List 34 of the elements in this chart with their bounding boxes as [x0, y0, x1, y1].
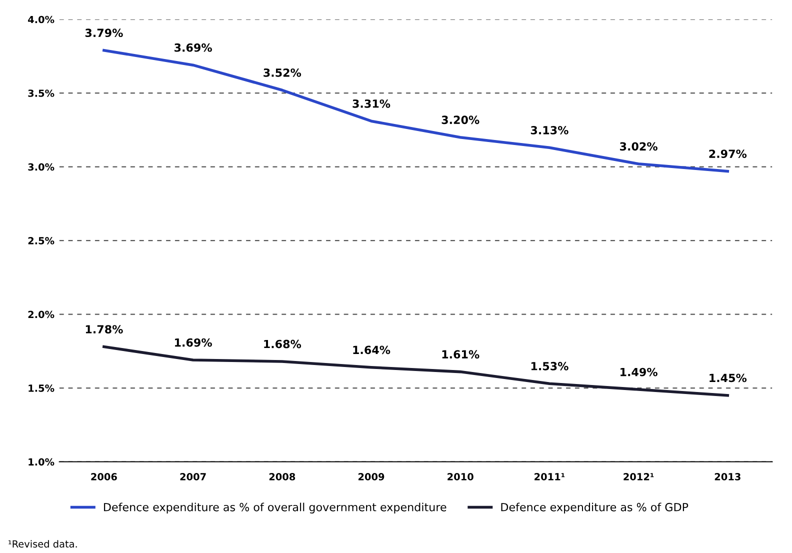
y-tick-label: 3.0%	[28, 163, 54, 171]
y-tick-label: 1.5%	[28, 384, 54, 392]
y-tick-label: 2.0%	[28, 310, 54, 318]
x-tick-label: 2008	[269, 473, 296, 480]
y-tick-label: 3.5%	[28, 90, 54, 97]
y-tick-label: 1.0%	[28, 458, 54, 466]
data-label: 3.13%	[530, 126, 568, 134]
data-label: 2.97%	[709, 150, 747, 158]
text: ¹Revised data.	[8, 540, 77, 548]
data-label: 1.68%	[264, 340, 302, 348]
data-label: 3.52%	[264, 68, 302, 77]
x-tick-label: 2007	[180, 473, 206, 480]
data-label: 3.20%	[442, 116, 480, 124]
data-label: 3.02%	[620, 142, 658, 151]
data-label: 1.45%	[710, 374, 747, 382]
x-tick-label: 2012¹	[624, 473, 654, 480]
y-tick-label: 4.0%	[28, 16, 54, 24]
data-label: 1.49%	[620, 368, 658, 376]
x-tick-label: 2006	[91, 473, 117, 480]
x-tick-label: 2009	[358, 473, 384, 480]
x-tick-label: 2011¹	[534, 473, 565, 480]
data-label: 3.79%	[85, 28, 123, 38]
data-label: 1.61%	[442, 350, 480, 359]
data-label: 1.53%	[531, 362, 568, 370]
y-tick-label: 2.5%	[28, 237, 54, 244]
x-tick-label: 2013	[714, 473, 740, 480]
legend-label: Defence expenditure as % of overall government expenditure	[104, 502, 446, 514]
data-label: 3.69%	[174, 43, 212, 52]
data-label: 1.69%	[175, 338, 212, 347]
data-label: 1.64%	[353, 346, 390, 354]
data-label: 1.78%	[86, 325, 123, 334]
x-tick-label: 2010	[448, 473, 474, 480]
legend-label: Defence expenditure as % of GDP	[501, 502, 688, 514]
data-label: 3.31%	[352, 99, 390, 108]
